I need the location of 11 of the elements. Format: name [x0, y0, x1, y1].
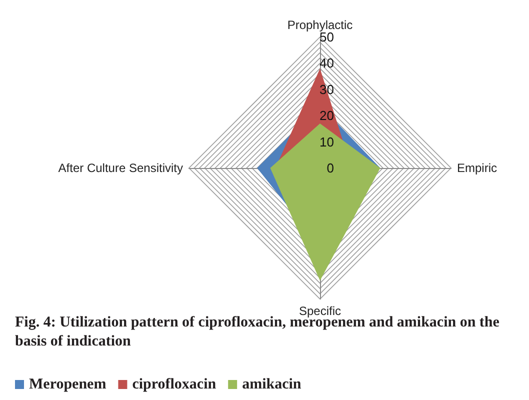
spoke-label: Specific — [298, 304, 342, 318]
y-tick-label: 0 — [326, 160, 334, 176]
y-tick-label: 20 — [320, 108, 334, 124]
legend-label: ciprofloxacin — [132, 376, 217, 392]
spoke-label: Empiric — [457, 161, 498, 175]
legend-label: Meropenem — [29, 376, 107, 392]
y-tick-label: 40 — [320, 56, 334, 71]
spoke-label: Prophylactic — [287, 18, 353, 32]
legend-label: amikacin — [242, 376, 302, 392]
y-tick-label: 10 — [320, 134, 334, 150]
spoke-label: After Culture Sensitivity — [58, 161, 183, 175]
